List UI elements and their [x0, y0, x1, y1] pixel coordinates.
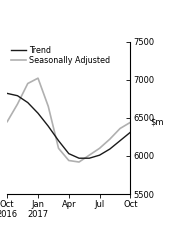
Trend: [119, 139, 121, 142]
Seasonally Adjusted: [129, 121, 131, 124]
Seasonally Adjusted: [57, 147, 60, 150]
Seasonally Adjusted: [6, 120, 8, 123]
Trend: [109, 148, 111, 150]
Seasonally Adjusted: [119, 127, 121, 130]
Trend: [47, 125, 49, 128]
Seasonally Adjusted: [109, 138, 111, 140]
Seasonally Adjusted: [88, 154, 90, 157]
Seasonally Adjusted: [47, 105, 49, 108]
Seasonally Adjusted: [98, 147, 101, 150]
Seasonally Adjusted: [37, 77, 39, 79]
Seasonally Adjusted: [16, 103, 19, 106]
Trend: [57, 139, 60, 142]
Line: Trend: Trend: [7, 93, 130, 158]
Seasonally Adjusted: [68, 159, 70, 162]
Trend: [27, 101, 29, 104]
Trend: [78, 157, 80, 160]
Seasonally Adjusted: [27, 82, 29, 85]
Trend: [16, 94, 19, 97]
Y-axis label: $m: $m: [150, 118, 164, 127]
Legend: Trend, Seasonally Adjusted: Trend, Seasonally Adjusted: [11, 46, 110, 65]
Trend: [37, 112, 39, 115]
Trend: [98, 154, 101, 157]
Trend: [129, 131, 131, 134]
Line: Seasonally Adjusted: Seasonally Adjusted: [7, 78, 130, 162]
Trend: [88, 157, 90, 160]
Trend: [6, 92, 8, 95]
Seasonally Adjusted: [78, 161, 80, 163]
Trend: [68, 152, 70, 155]
